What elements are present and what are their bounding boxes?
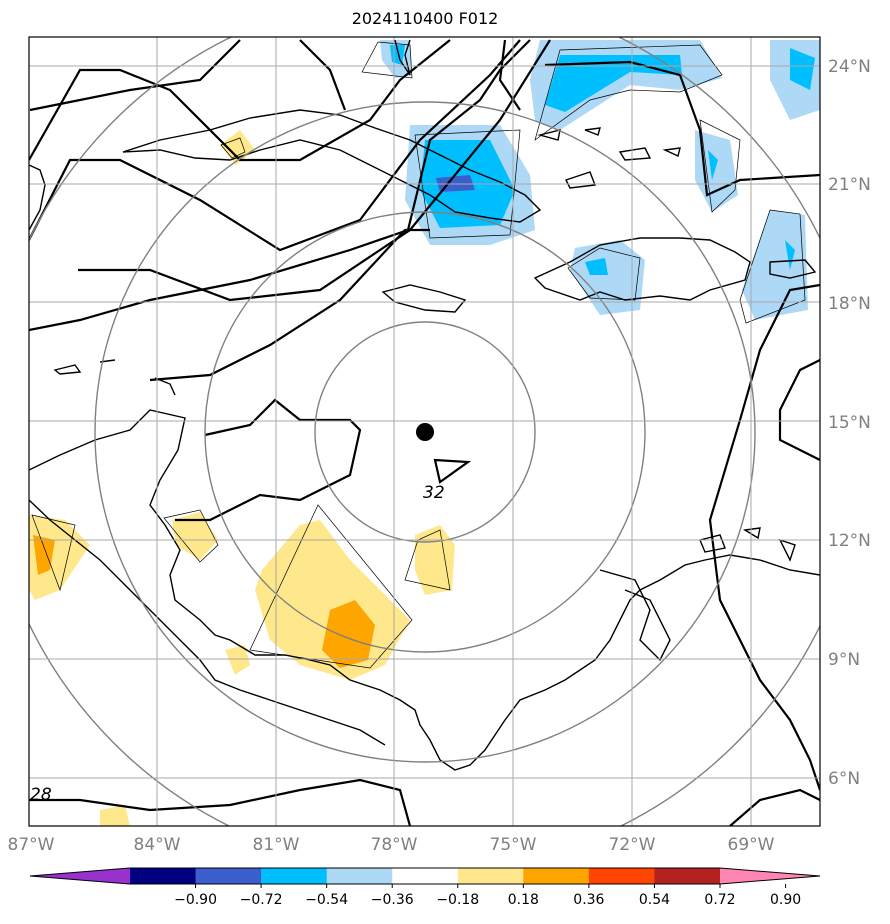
contour-32 [433, 458, 472, 484]
thin-contours [31, 41, 806, 669]
colorbar-tick-label: 0.18 [508, 892, 539, 908]
map-frame [28, 36, 821, 827]
colorbar-segment [588, 868, 655, 884]
colorbar-segment [130, 868, 197, 884]
map-title: 2024110400 F012 [351, 9, 499, 28]
colorbar-segment [654, 868, 721, 884]
colorbar-segment [523, 868, 590, 884]
thick-contours [29, 39, 820, 826]
center-marker [416, 423, 434, 441]
colorbar-tick-label: 0.72 [704, 892, 735, 908]
colorbar-extension-high [720, 868, 820, 884]
colorbar-segment [392, 868, 459, 884]
lon-tick-label: 69°W [728, 835, 775, 855]
lon-tick-label: 78°W [371, 835, 418, 855]
colorbar-segment [326, 868, 393, 884]
lon-tick-labels: 87°W 84°W 81°W 78°W 75°W 72°W 69°W [8, 835, 775, 855]
colorbar-segment [457, 868, 524, 884]
colorbar-tick-label: −0.72 [240, 892, 283, 908]
contour-label-28: 28 [30, 785, 52, 805]
lon-tick-label: 84°W [134, 835, 181, 855]
lat-tick-label: 9°N [828, 650, 860, 670]
lat-tick-labels: 6°N 9°N 12°N 15°N 18°N 21°N 24°N [828, 57, 871, 789]
lat-tick-label: 15°N [828, 413, 871, 433]
colorbar-tick-label: 0.36 [573, 892, 604, 908]
lon-tick-label: 75°W [490, 835, 537, 855]
contour-label-32: 32 [423, 483, 445, 503]
colorbar: −0.90 −0.72 −0.54 −0.36 −0.18 0.18 0.36 0.54 0.7… [29, 867, 821, 908]
lat-tick-label: 21°N [828, 175, 871, 195]
colorbar-tick-label: 0.90 [770, 892, 801, 908]
colorbar-tick-label: −0.18 [436, 892, 479, 908]
colorbar-tick-label: −0.36 [371, 892, 414, 908]
range-rings [29, 37, 820, 826]
gridlines [29, 37, 820, 826]
colorbar-outline [29, 867, 821, 885]
lat-tick-label: 24°N [828, 57, 871, 77]
colorbar-segment [261, 868, 328, 884]
colorbar-tick-label: −0.90 [174, 892, 217, 908]
shaded-fields [29, 40, 820, 826]
lat-tick-label: 12°N [828, 531, 871, 551]
colorbar-extension-low [30, 868, 130, 884]
lon-tick-label: 72°W [609, 835, 656, 855]
lat-tick-label: 18°N [828, 294, 871, 314]
colorbar-tick-label: 0.54 [639, 892, 670, 908]
colorbar-tick-label: −0.54 [305, 892, 348, 908]
colorbar-segment [195, 868, 262, 884]
lon-tick-label: 81°W [253, 835, 300, 855]
lon-tick-label: 87°W [8, 835, 55, 855]
lat-tick-label: 6°N [828, 769, 860, 789]
